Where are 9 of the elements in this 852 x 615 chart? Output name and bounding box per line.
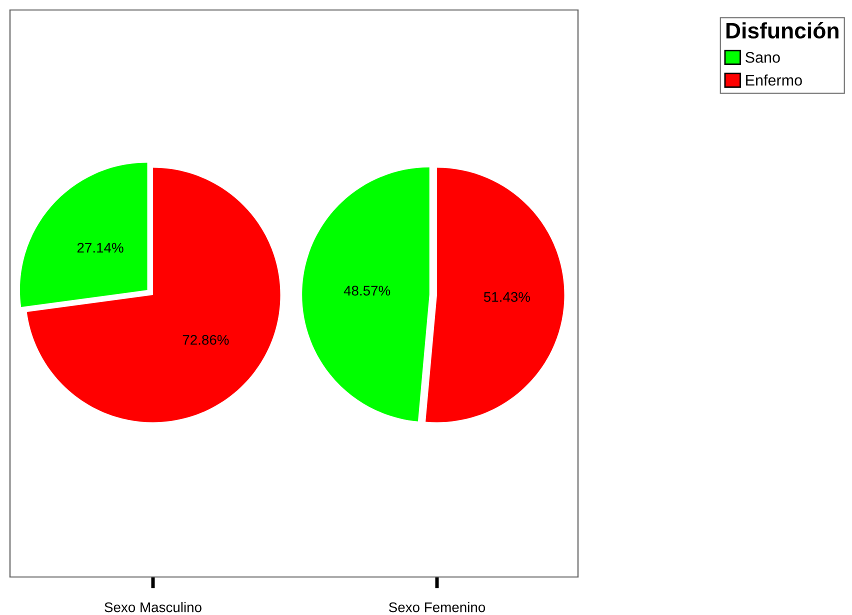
legend-label: Sano — [746, 52, 780, 63]
data-label: 51.43% — [484, 292, 530, 302]
legend-label: Enfermo — [746, 74, 802, 86]
text: Sexo Masculino — [104, 602, 202, 612]
data-label: 72.86% — [182, 334, 229, 345]
text: Sexo Femenino — [388, 602, 486, 612]
data-label: 27.14% — [77, 242, 124, 253]
legend-title: Disfunción — [726, 22, 838, 39]
data-label: 48.57% — [344, 286, 390, 296]
